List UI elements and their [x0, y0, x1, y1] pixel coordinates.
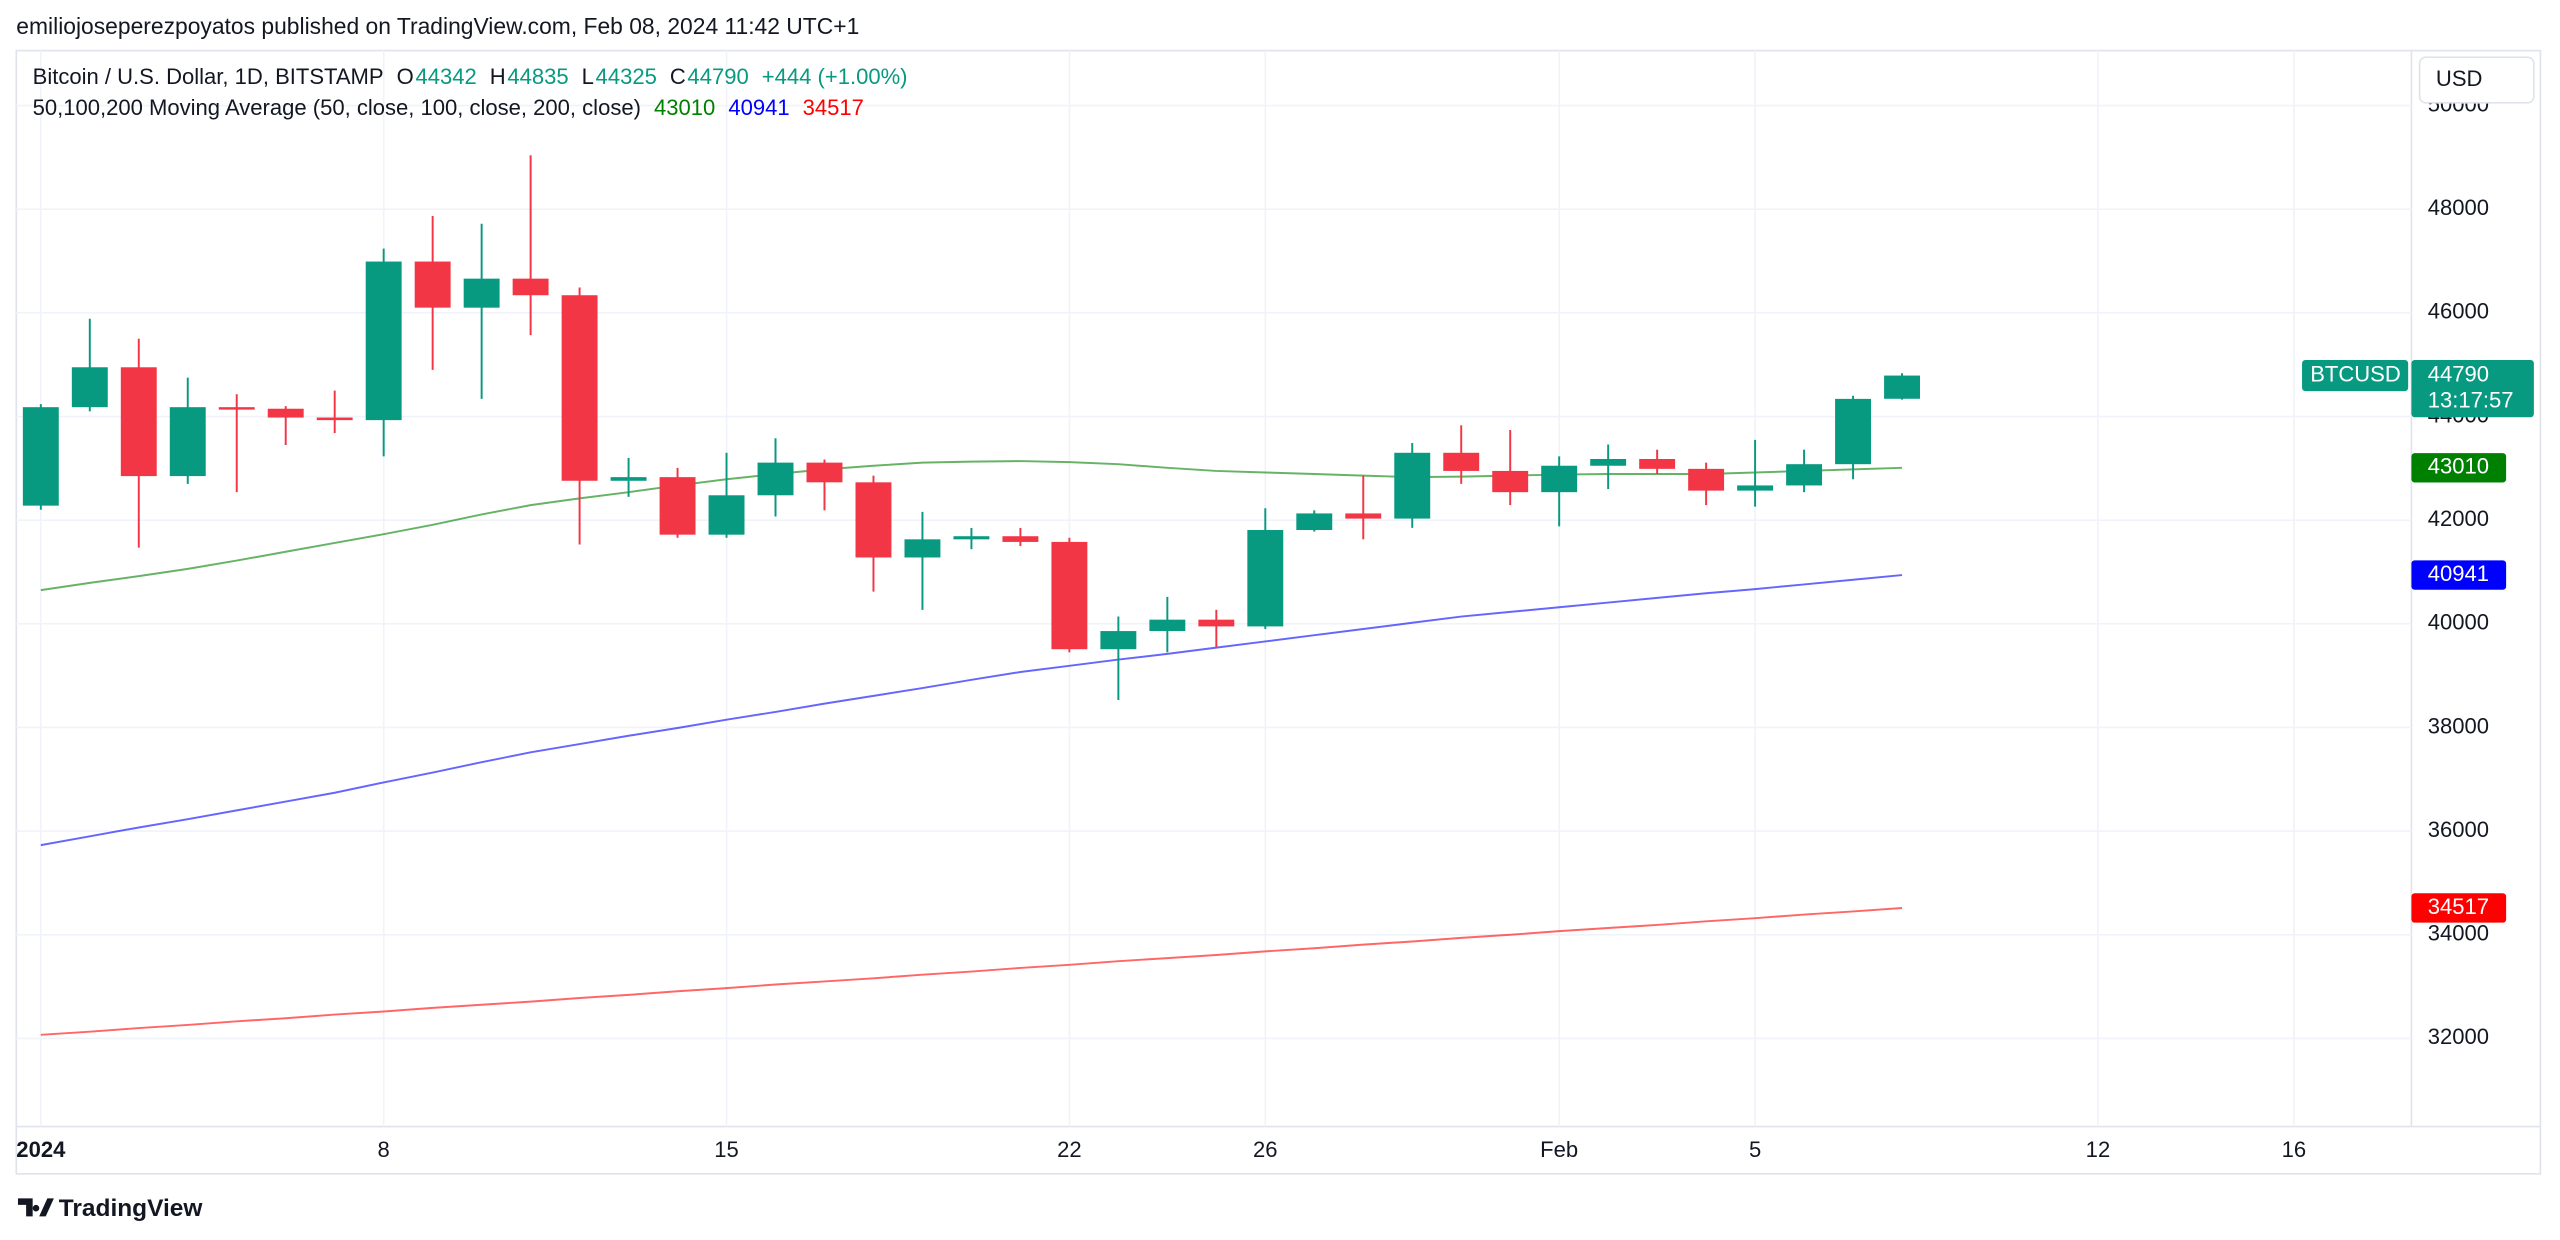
candle-body — [1492, 470, 1529, 493]
candle-body — [1541, 465, 1578, 493]
legend-entry: 34517 — [803, 95, 864, 120]
x-tick-label: 16 — [2282, 1137, 2307, 1162]
candle-body — [22, 407, 59, 506]
currency-button[interactable] — [2418, 56, 2535, 104]
candle-body — [904, 539, 941, 558]
last-price-tag-bg — [2411, 360, 2534, 418]
x-tick-label: 26 — [1253, 1137, 1278, 1162]
candle-body — [71, 367, 108, 408]
ma-line — [40, 574, 1903, 847]
ma-tag: 40941 — [2428, 561, 2489, 586]
candle-body — [561, 295, 598, 481]
chart-frame — [15, 49, 2542, 1175]
y-tick-label: 32000 — [2428, 1024, 2489, 1049]
candle-body — [757, 462, 794, 496]
plot — [22, 155, 1920, 1036]
candle-body — [1590, 459, 1627, 466]
x-tick-label: 15 — [714, 1137, 739, 1162]
legend-entry: 43010 — [654, 95, 715, 120]
last-price-tag: 44790 — [2428, 361, 2489, 386]
candle-body — [365, 261, 402, 421]
x-tick-label: 12 — [2086, 1137, 2111, 1162]
legend-entry: 40941 — [728, 95, 789, 120]
candle-body — [414, 261, 451, 308]
change-label: +444 (+1.00%) — [762, 64, 908, 89]
ma-tag-bg — [2411, 893, 2507, 923]
candle-body — [169, 407, 206, 477]
candle-body — [1786, 464, 1823, 486]
candle-body — [1247, 530, 1284, 627]
ma-tag-bg — [2411, 453, 2507, 483]
indicator-title: 50,100,200 Moving Average (50, close, 10… — [33, 95, 641, 120]
y-tick-label: 46000 — [2428, 299, 2489, 324]
ohlc-value: 44325 — [596, 64, 657, 89]
candle-body — [1884, 375, 1920, 399]
logo-icon — [17, 1198, 54, 1217]
logo: TradingView — [17, 1195, 204, 1222]
candle-body — [610, 477, 647, 481]
candle-body — [1296, 513, 1333, 531]
candle-body — [1345, 513, 1382, 519]
candle-body — [1688, 468, 1725, 491]
candle-body — [953, 536, 990, 540]
ohlc-letter: C — [670, 64, 686, 89]
candle-body — [1394, 452, 1431, 519]
candle-body — [1051, 541, 1088, 650]
candle-body — [1198, 619, 1235, 627]
publisher: emiliojoseperezpoyatos published on Trad… — [16, 13, 859, 39]
candle-body — [512, 278, 549, 296]
x-tick-label: Feb — [1540, 1137, 1578, 1162]
ma-tag-bg — [2411, 560, 2507, 590]
chart-title: Bitcoin / U.S. Dollar, 1D, BITSTAMP — [33, 64, 384, 89]
y-tick-label: 38000 — [2428, 713, 2489, 738]
y-tick-label: 42000 — [2428, 506, 2489, 531]
legend: Bitcoin / U.S. Dollar, 1D, BITSTAMP 50,1… — [33, 64, 908, 120]
ma-line — [40, 907, 1903, 1036]
candle-body — [1737, 485, 1774, 491]
symbol-tag: BTCUSD — [2310, 361, 2401, 386]
candle-body — [1639, 459, 1676, 469]
candle-body — [218, 407, 255, 410]
candle-body — [659, 477, 696, 535]
symbol-tag-bg — [2302, 360, 2409, 392]
countdown: 13:17:57 — [2428, 388, 2514, 413]
candle-body — [120, 367, 157, 477]
ohlc-value: 44790 — [687, 64, 748, 89]
candle-body — [1835, 398, 1872, 465]
ohlc-value: 44835 — [507, 64, 568, 89]
ohlc-letter: O — [397, 64, 414, 89]
candle-body — [316, 417, 353, 421]
currency-label: USD — [2436, 66, 2483, 91]
ma-tag: 43010 — [2428, 454, 2489, 479]
x-tick-label: 5 — [1749, 1137, 1761, 1162]
ma-tag: 34517 — [2428, 894, 2489, 919]
x-tick-label: 22 — [1057, 1137, 1082, 1162]
logo-text: TradingView — [59, 1195, 204, 1222]
candle-body — [267, 408, 304, 418]
candle-body — [806, 462, 843, 483]
ma-line — [40, 460, 1903, 592]
y-tick-label: 48000 — [2428, 195, 2489, 220]
ohlc-letter: L — [582, 64, 594, 89]
candle-body — [1002, 536, 1039, 542]
y-tick-label: 34000 — [2428, 921, 2489, 946]
x-tick-label: 2024 — [16, 1137, 66, 1162]
x-tick-label: 8 — [378, 1137, 390, 1162]
ohlc-value: 44342 — [415, 64, 476, 89]
ohlc-letter: H — [490, 64, 506, 89]
candle-body — [708, 495, 745, 535]
candle-body — [1100, 631, 1137, 650]
grid: 3200034000360003800040000420004400046000… — [16, 50, 2489, 1162]
candle-body — [855, 482, 892, 558]
y-tick-label: 36000 — [2428, 817, 2489, 842]
candle-body — [1443, 452, 1480, 471]
candle-body — [1149, 619, 1186, 632]
y-tick-label: 40000 — [2428, 610, 2489, 635]
candle-body — [463, 278, 500, 308]
